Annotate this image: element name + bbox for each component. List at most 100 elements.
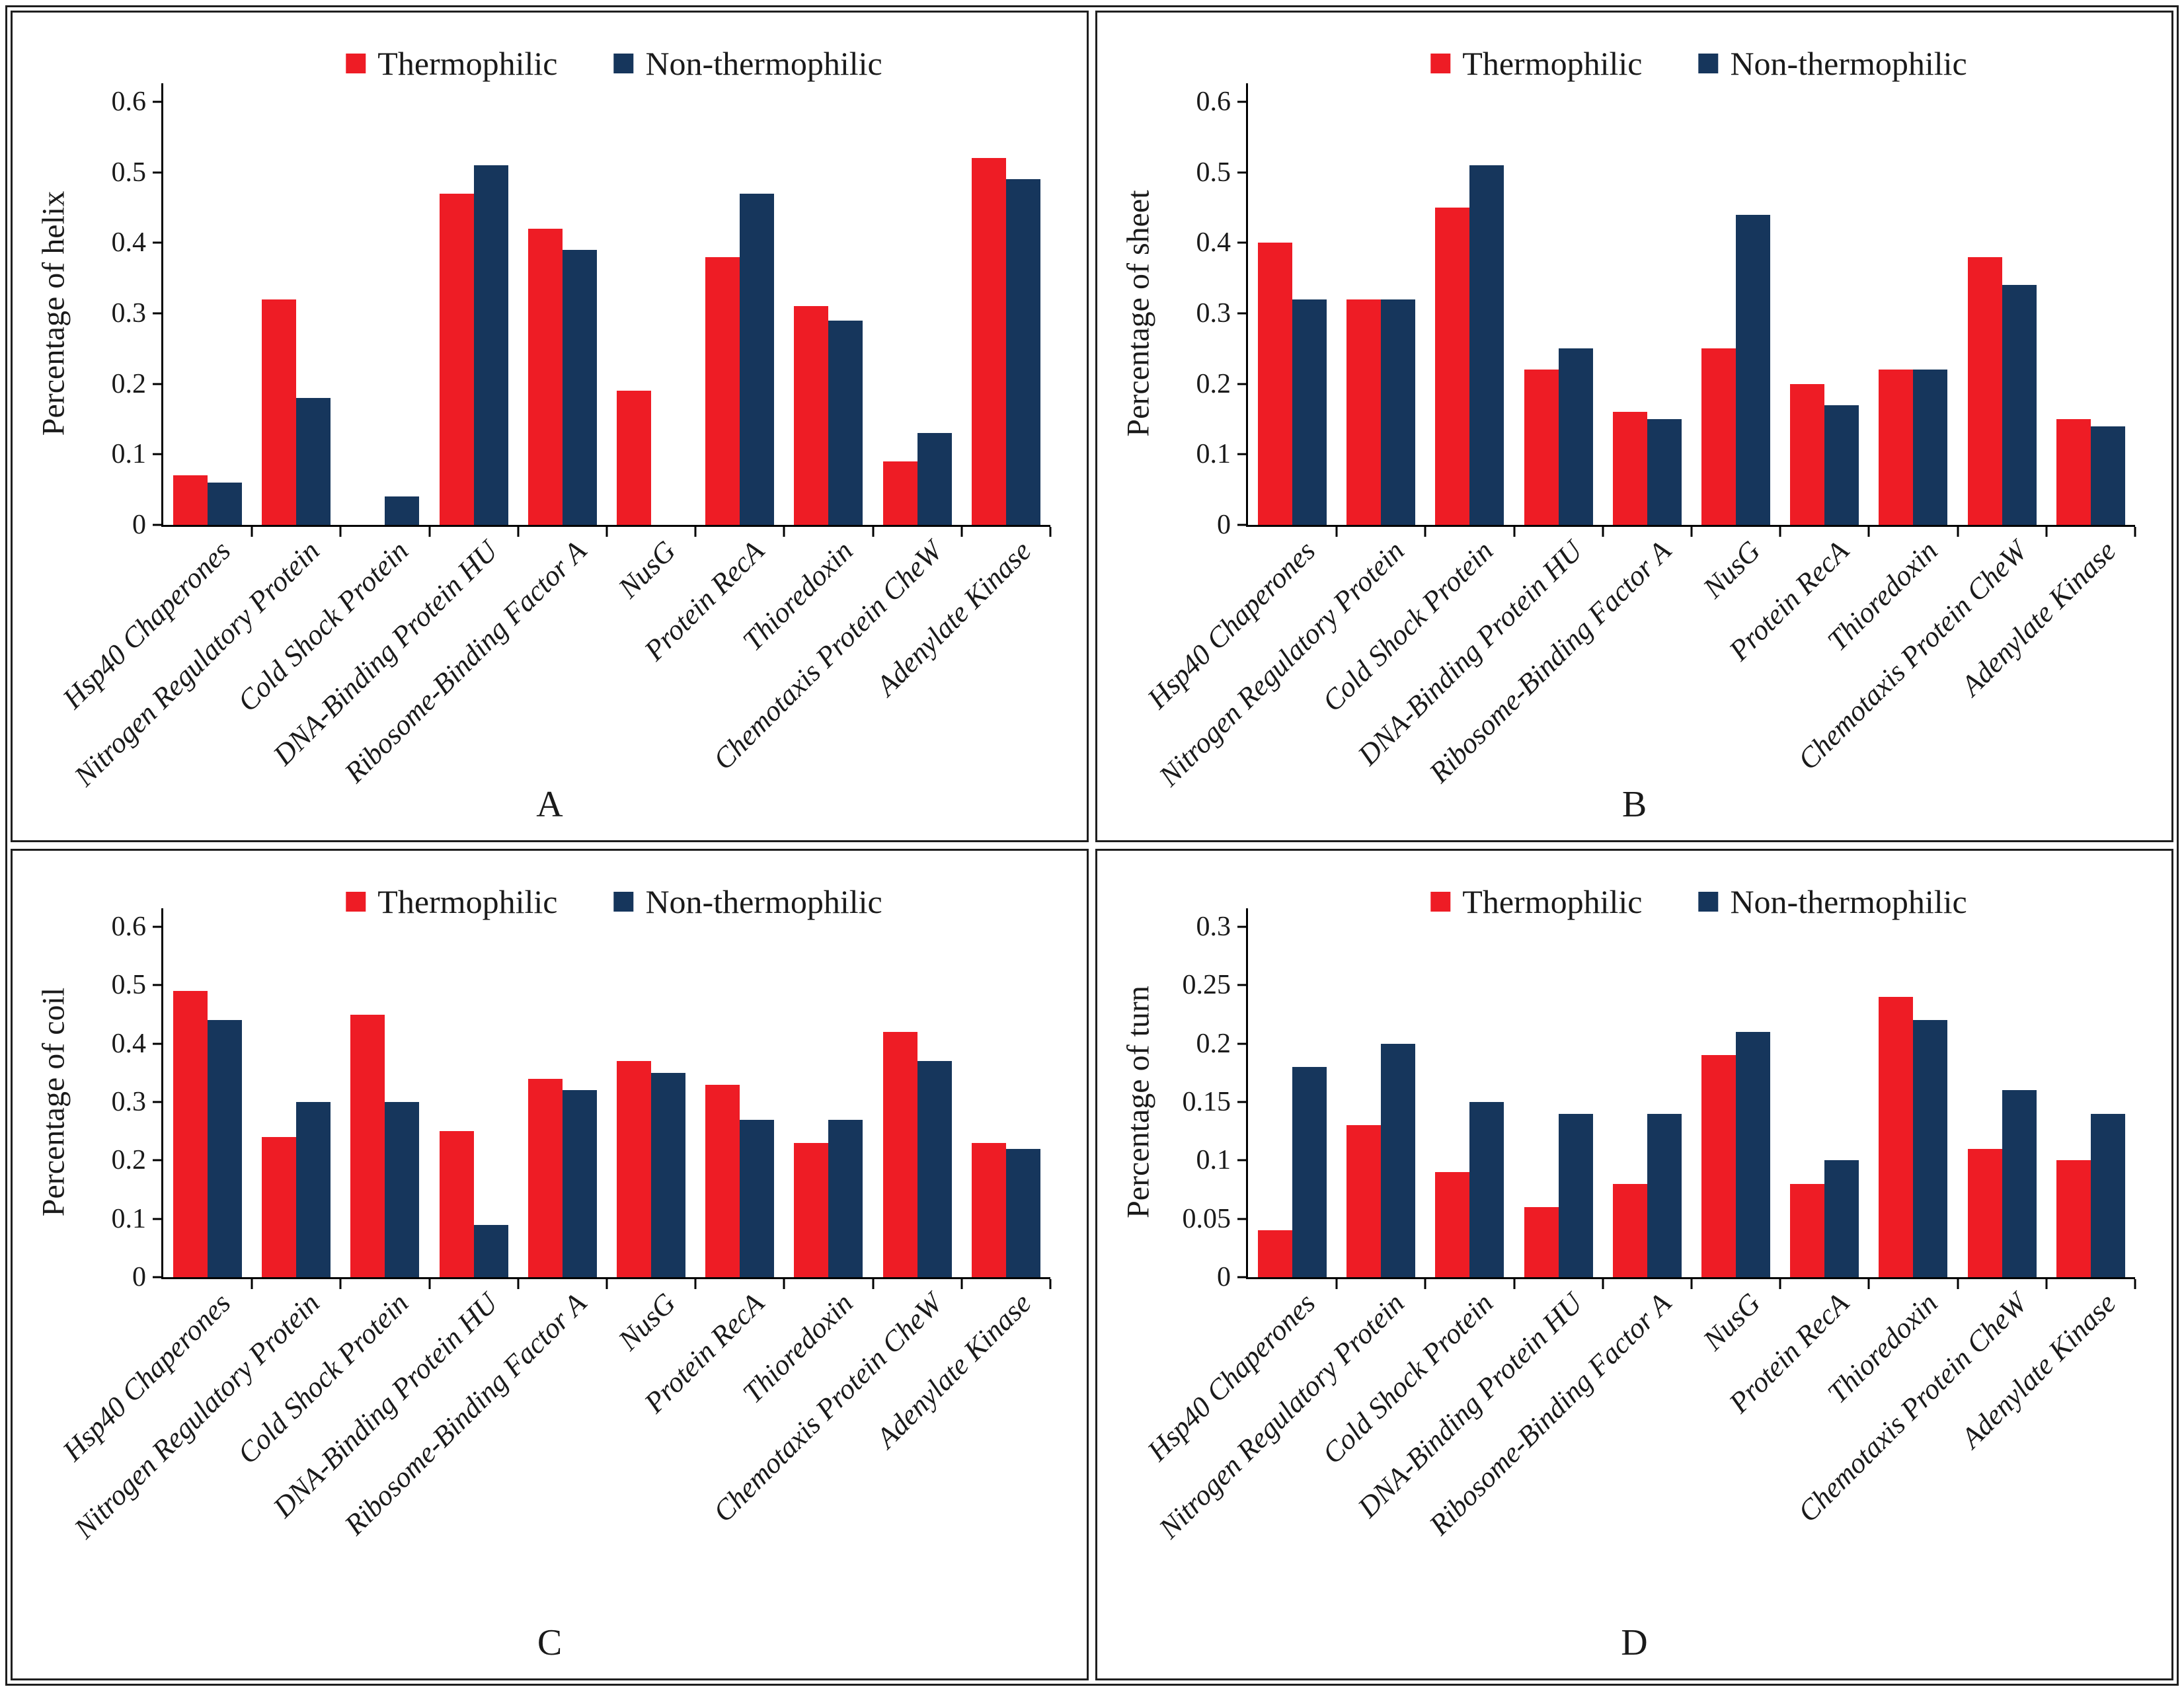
- bar-thermophilic: [1346, 299, 1382, 525]
- y-axis-tick-label: 0.1: [111, 1203, 147, 1234]
- y-axis-tick: [153, 1159, 161, 1161]
- y-axis-tick: [1237, 1218, 1246, 1220]
- bar-thermophilic: [1612, 412, 1647, 525]
- bar-non-thermophilic: [1736, 214, 1771, 525]
- x-axis-tick: [251, 527, 253, 537]
- y-axis-tick: [1237, 1276, 1246, 1278]
- bar-non-thermophilic: [1647, 419, 1682, 525]
- y-axis-tick-label: 0.5: [1196, 157, 1231, 188]
- x-axis-tick: [1049, 527, 1052, 537]
- bar-group: [340, 927, 429, 1277]
- bar-non-thermophilic: [296, 1102, 331, 1277]
- y-axis-tick-label: 0.15: [1182, 1087, 1231, 1117]
- bar-group: [2047, 102, 2135, 525]
- bar-group: [163, 102, 252, 525]
- y-axis-tick-label: 0.4: [111, 1028, 147, 1059]
- bar-thermophilic: [173, 475, 208, 525]
- x-axis-tick: [694, 527, 697, 537]
- thermophilic-swatch-icon: [346, 54, 366, 73]
- bar-non-thermophilic: [1824, 405, 1859, 525]
- x-axis-labels: Hsp40 Chaperones Nitrogen Regulatory Prot…: [57, 525, 1050, 809]
- x-category-label: Cold Shock Protein: [1316, 534, 1500, 718]
- bar-thermophilic: [882, 1032, 917, 1277]
- thermophilic-swatch-icon: [1430, 54, 1451, 73]
- y-axis-tick-label: 0.3: [1196, 912, 1231, 942]
- bar-group: [1958, 102, 2047, 525]
- non-thermophilic-swatch-icon: [1698, 54, 1719, 73]
- bar-group: [1248, 102, 1337, 525]
- x-axis-tick: [1690, 1279, 1693, 1289]
- y-axis-tick-label: 0.1: [1196, 1145, 1231, 1176]
- y-axis-tick-label: 0.05: [1182, 1203, 1231, 1234]
- y-axis-tick: [1237, 241, 1246, 244]
- legend-item-non-thermophilic: Non-thermophilic: [1698, 883, 1967, 921]
- non-thermophilic-swatch-icon: [1698, 892, 1719, 912]
- bar-group: [1337, 927, 1425, 1277]
- bar-group: [430, 927, 518, 1277]
- x-axis-tick: [1335, 527, 1338, 537]
- bar-non-thermophilic: [1736, 1032, 1771, 1277]
- legend-label-non-thermophilic: Non-thermophilic: [645, 45, 882, 82]
- y-axis-tick: [1237, 984, 1246, 986]
- legend-label-non-thermophilic: Non-thermophilic: [1730, 883, 1967, 920]
- x-axis-tick: [428, 527, 431, 537]
- panel-sheet-b: Percentage of sheet Thermophilic Non-the…: [1095, 11, 2173, 842]
- y-axis-tick: [1237, 925, 1246, 928]
- y-axis-tick-label: 0.4: [1196, 227, 1231, 258]
- y-axis-tick-label: 0.25: [1182, 970, 1231, 1001]
- y-axis-tick-label: 0.2: [111, 368, 147, 399]
- x-category-label: Adenylate Kinase: [869, 534, 1037, 702]
- x-axis-labels: Hsp40 Chaperones Nitrogen Regulatory Prot…: [57, 1277, 1050, 1568]
- x-category-label: Hsp40 Chaperones: [1141, 1286, 1322, 1468]
- y-axis-tick-label: 0.2: [1196, 368, 1231, 399]
- bar-group: [1603, 102, 1692, 525]
- bar-group: [607, 927, 695, 1277]
- bar-group: [873, 927, 962, 1277]
- legend-label-non-thermophilic: Non-thermophilic: [1730, 45, 1967, 82]
- x-axis-labels: Hsp40 Chaperones Nitrogen Regulatory Prot…: [1142, 1277, 2135, 1568]
- bar-thermophilic: [617, 1061, 652, 1277]
- legend-item-thermophilic: Thermophilic: [1430, 883, 1642, 921]
- x-axis-tick: [783, 527, 785, 537]
- bar-non-thermophilic: [917, 433, 952, 525]
- x-category-label: Hsp40 Chaperones: [56, 534, 237, 715]
- y-axis-tick: [1237, 383, 1246, 385]
- y-axis-tick-label: 0.3: [111, 298, 147, 329]
- legend: Thermophilic Non-thermophilic: [1430, 883, 1967, 921]
- x-axis-tick: [1779, 527, 1781, 537]
- x-axis-tick: [2045, 1279, 2048, 1289]
- bar-non-thermophilic: [1381, 1043, 1416, 1277]
- x-category-label: NusG: [611, 534, 682, 605]
- x-axis-tick: [1602, 527, 1604, 537]
- bar-thermophilic: [1701, 348, 1736, 525]
- bar-thermophilic: [1524, 1207, 1559, 1277]
- bar-non-thermophilic: [2090, 1113, 2125, 1277]
- x-axis-tick: [2045, 527, 2048, 537]
- y-axis-title: Percentage of turn: [1120, 986, 1156, 1218]
- bar-thermophilic: [262, 1137, 297, 1277]
- bar-thermophilic: [350, 1014, 385, 1277]
- bar-non-thermophilic: [208, 1020, 243, 1277]
- bar-non-thermophilic: [1824, 1160, 1859, 1277]
- legend-item-non-thermophilic: Non-thermophilic: [613, 883, 882, 921]
- y-axis-tick-label: 0.5: [111, 970, 147, 1001]
- bar-non-thermophilic: [1292, 1067, 1327, 1277]
- bar-group: [1514, 102, 1603, 525]
- x-category-label: Cold Shock Protein: [1316, 1286, 1500, 1470]
- x-axis-tick: [605, 527, 608, 537]
- legend: Thermophilic Non-thermophilic: [346, 44, 882, 83]
- y-axis-tick: [1237, 524, 1246, 526]
- x-axis-tick: [517, 527, 520, 537]
- bar-non-thermophilic: [1005, 179, 1040, 525]
- bar-thermophilic: [1790, 1183, 1825, 1277]
- x-axis-tick: [1049, 1279, 1052, 1289]
- bar-non-thermophilic: [562, 1090, 597, 1277]
- legend-item-thermophilic: Thermophilic: [346, 44, 557, 83]
- bar-group: [695, 927, 784, 1277]
- bar-non-thermophilic: [1005, 1148, 1040, 1277]
- bar-group: [430, 102, 518, 525]
- bar-non-thermophilic: [1558, 348, 1593, 525]
- y-axis-tick: [153, 984, 161, 986]
- x-axis-tick: [1957, 527, 1959, 537]
- x-axis-tick: [1424, 527, 1426, 537]
